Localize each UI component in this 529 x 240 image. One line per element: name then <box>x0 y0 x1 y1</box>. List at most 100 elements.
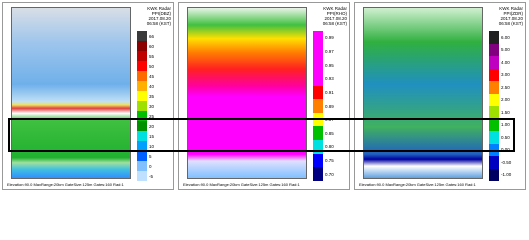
colorbar-swatch <box>137 131 147 142</box>
colorbar-label: 66 <box>149 33 155 39</box>
colorbar-label: -0.50 <box>501 159 512 165</box>
colorbar-swatch <box>137 171 147 182</box>
colorbar-label: 2.00 <box>501 97 510 103</box>
highlight-box <box>8 118 515 152</box>
colorbar-label: 2.50 <box>501 84 510 90</box>
colorbar-swatch <box>489 156 499 169</box>
screenshot: KWK Radar PPI(DBZ) 2017.08.20 06:58 (KST… <box>2 2 526 190</box>
header-time: 06:58 (KST) <box>498 21 523 26</box>
colorbar-swatch <box>313 44 323 59</box>
radar-panel: KWK Radar PPI(RHO) 2017.08.20 06:58 (KST… <box>178 2 350 190</box>
header-date: 2017.08.20 <box>324 16 347 21</box>
header-title: KWK Radar <box>147 6 171 11</box>
colorbar-label: 0.99 <box>325 35 334 41</box>
colorbar-swatch <box>137 41 147 52</box>
colorbar-swatch <box>489 43 499 57</box>
colorbar-swatch <box>137 111 147 122</box>
colorbar-label: 45 <box>149 73 155 79</box>
colorbar-swatch <box>489 118 499 132</box>
colorbar-label: 0.00 <box>501 147 510 153</box>
radar-panel: KWK Radar PPI(ZDR) 2017.08.20 06:58 (KST… <box>354 2 526 190</box>
panel-footer: Elevation:90.0 MaxRange:20km GateSize:12… <box>183 182 300 187</box>
colorbar: 6.00 5.00 4.00 3.00 2.50 2.00 1.50 1.00 0.50 0.00… <box>487 31 525 182</box>
colorbar-swatch <box>489 106 499 119</box>
colorbar-label: 3.00 <box>501 72 510 78</box>
colorbar-swatch <box>313 126 323 141</box>
colorbar-label: -1.00 <box>501 172 512 178</box>
colorbar-label: 10 <box>149 143 155 149</box>
colorbar-swatch <box>489 168 499 182</box>
header-product: PPI(RHO) <box>326 11 347 16</box>
colorbar-swatch <box>137 141 147 152</box>
colorbar-swatch <box>489 131 499 144</box>
colorbar-swatch <box>489 81 499 94</box>
colorbar-swatch <box>137 151 147 162</box>
colorbar-swatch <box>489 31 499 44</box>
colorbar-swatch <box>489 68 499 82</box>
colorbar-swatch <box>137 161 147 172</box>
header-product: PPI(DBZ) <box>151 11 171 16</box>
colorbar-label: 0.50 <box>501 134 510 140</box>
colorbar-label: 0.80 <box>325 144 334 150</box>
header-title: KWK Radar <box>323 6 347 11</box>
colorbar-swatch <box>137 91 147 102</box>
colorbar-label: 0.97 <box>325 48 334 54</box>
colorbar-swatch <box>313 153 323 168</box>
colorbar-swatch <box>313 71 323 86</box>
colorbar-swatch <box>313 85 323 100</box>
colorbar-swatch <box>313 140 323 154</box>
colorbar-label: 0.91 <box>325 89 334 95</box>
colorbar-label: 6.00 <box>501 34 510 40</box>
radar-panel: KWK Radar PPI(DBZ) 2017.08.20 06:58 (KST… <box>2 2 174 190</box>
colorbar-label: 35 <box>149 93 155 99</box>
colorbar-swatch <box>489 93 499 107</box>
colorbar: 0.99 0.97 0.95 0.93 0.91 0.89 0.87 0.85 0.80 0.75… <box>311 31 349 182</box>
colorbar-label: 0.85 <box>325 130 334 136</box>
colorbar-label: 0.89 <box>325 103 334 109</box>
colorbar-label: 1.50 <box>501 109 510 115</box>
header-date: 2017.08.20 <box>500 16 523 21</box>
panel-footer: Elevation:90.0 MaxRange:20km GateSize:12… <box>359 182 476 187</box>
colorbar-swatch <box>313 99 323 114</box>
colorbar-swatch <box>137 101 147 112</box>
colorbar: 66 60 55 50 45 40 35 30 25 20 15 10 5 0 -5 <box>135 31 173 182</box>
colorbar-swatch <box>489 56 499 69</box>
header-product: PPI(ZDR) <box>503 11 524 16</box>
colorbar-label: 60 <box>149 43 155 49</box>
colorbar-swatch <box>137 81 147 92</box>
colorbar-swatch <box>489 143 499 157</box>
colorbar-swatch <box>313 31 323 45</box>
header-title: KWK Radar <box>499 6 523 11</box>
header-time: 06:58 (KST) <box>322 21 347 26</box>
colorbar-label: 0.75 <box>325 158 334 164</box>
colorbar-label: 4.00 <box>501 59 510 65</box>
colorbar-label: 25 <box>149 113 155 119</box>
colorbar-label: 20 <box>149 123 155 129</box>
colorbar-label: 15 <box>149 133 155 139</box>
panel-footer: Elevation:90.0 MaxRange:20km GateSize:12… <box>7 182 124 187</box>
colorbar-label: 0.95 <box>325 62 334 68</box>
colorbar-swatch <box>137 61 147 72</box>
colorbar-label: -5 <box>149 173 154 179</box>
colorbar-label: 5.00 <box>501 47 510 53</box>
panel-header: KWK Radar PPI(RHO) 2017.08.20 06:58 (KST… <box>305 6 347 26</box>
colorbar-label: 30 <box>149 103 155 109</box>
header-time: 06:58 (KST) <box>146 21 171 26</box>
radar-image <box>11 7 131 179</box>
radar-image <box>363 7 483 179</box>
colorbar-label: 0 <box>149 163 152 169</box>
colorbar-swatch <box>137 31 147 42</box>
colorbar-label: 0.93 <box>325 76 334 82</box>
colorbar-label: 50 <box>149 63 155 69</box>
colorbar-swatch <box>137 71 147 82</box>
colorbar-label: 55 <box>149 53 155 59</box>
radar-image <box>187 7 307 179</box>
colorbar-label: 0.70 <box>325 171 334 177</box>
colorbar-label: 5 <box>149 153 152 159</box>
colorbar-swatch <box>313 58 323 73</box>
panel-header: KWK Radar PPI(DBZ) 2017.08.20 06:58 (KST… <box>129 6 171 26</box>
colorbar-swatch <box>137 51 147 62</box>
colorbar-label: 1.00 <box>501 122 510 128</box>
header-date: 2017.08.20 <box>148 16 171 21</box>
colorbar-label: 40 <box>149 83 155 89</box>
